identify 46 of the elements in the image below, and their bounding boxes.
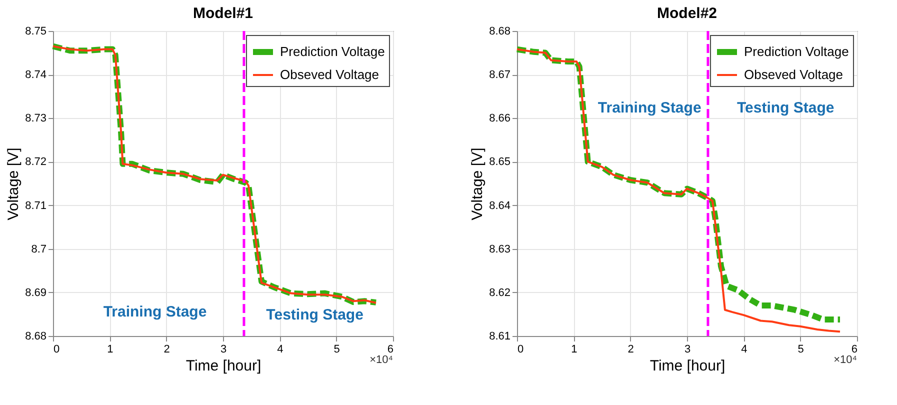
annotation: Training Stage xyxy=(598,99,702,116)
x-tick-label: 1 xyxy=(571,344,578,356)
x-tick-label: 6 xyxy=(851,344,858,356)
legend-label: Obseved Voltage xyxy=(280,67,380,82)
y-tick-label: 8.65 xyxy=(489,156,510,168)
y-tick-label: 8.68 xyxy=(25,330,46,342)
y-tick-label: 8.72 xyxy=(25,156,46,168)
annotation: Training Stage xyxy=(103,304,207,321)
x-tick-label: 4 xyxy=(277,344,284,356)
text: ×10⁴ xyxy=(370,354,394,366)
y-tick-label: 8.66 xyxy=(489,112,510,125)
y-tick-label: 8.75 xyxy=(25,26,46,38)
x-tick-label: 0 xyxy=(54,344,60,356)
x-tick-label: 6 xyxy=(387,344,394,356)
x-axis-title: Time [hour] xyxy=(186,358,262,374)
x-axis-title: Time [hour] xyxy=(650,358,726,374)
y-axis-title: Voltage [V] xyxy=(469,148,486,220)
x-tick-label: 4 xyxy=(741,344,748,356)
y-tick-label: 8.67 xyxy=(489,69,510,82)
y-tick-label: 8.74 xyxy=(25,69,46,82)
y-tick-label: 8.61 xyxy=(489,330,510,342)
x-tick-label: 5 xyxy=(798,344,804,356)
y-tick-label: 8.62 xyxy=(489,286,510,299)
legend-label: Prediction Voltage xyxy=(744,44,849,59)
legend-label: Prediction Voltage xyxy=(280,44,385,59)
x-tick-label: 1 xyxy=(107,344,114,356)
annotation: Testing Stage xyxy=(736,99,834,116)
text: ×10⁴ xyxy=(834,354,858,366)
y-tick-label: 8.68 xyxy=(489,26,510,38)
y-tick-label: 8.73 xyxy=(25,112,46,125)
y-tick-label: 8.63 xyxy=(489,243,510,256)
x-tick-label: 2 xyxy=(628,344,634,356)
y-tick-label: 8.64 xyxy=(489,200,510,212)
y-axis-title: Voltage [V] xyxy=(5,148,22,220)
y-tick-label: 8.71 xyxy=(25,200,46,212)
chart-title: Model#1 xyxy=(192,5,254,22)
y-tick-label: 8.69 xyxy=(25,286,46,299)
annotation: Testing Stage xyxy=(266,306,364,324)
x-tick-label: 5 xyxy=(334,344,340,356)
legend-label: Obseved Voltage xyxy=(744,67,844,82)
x-tick-label: 3 xyxy=(684,344,691,356)
y-tick-label: 8.7 xyxy=(31,243,46,256)
x-tick-label: 3 xyxy=(220,344,227,356)
x-tick-label: 0 xyxy=(518,344,524,356)
x-tick-label: 2 xyxy=(164,344,170,356)
chart-title: Model#2 xyxy=(656,5,718,22)
